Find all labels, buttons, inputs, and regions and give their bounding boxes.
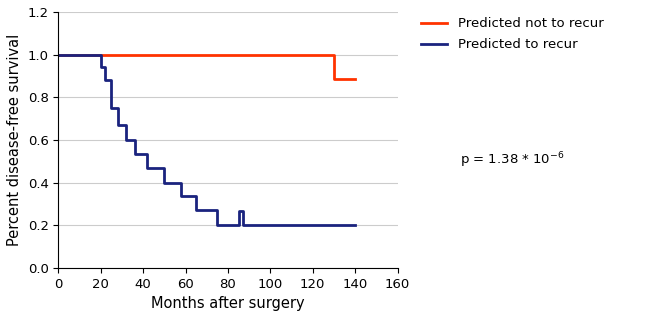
Y-axis label: Percent disease-free survival: Percent disease-free survival: [7, 34, 22, 246]
Legend: Predicted not to recur, Predicted to recur: Predicted not to recur, Predicted to rec…: [415, 12, 608, 56]
Text: p = 1.38 * 10$^{-6}$: p = 1.38 * 10$^{-6}$: [460, 150, 564, 170]
X-axis label: Months after surgery: Months after surgery: [151, 296, 305, 311]
